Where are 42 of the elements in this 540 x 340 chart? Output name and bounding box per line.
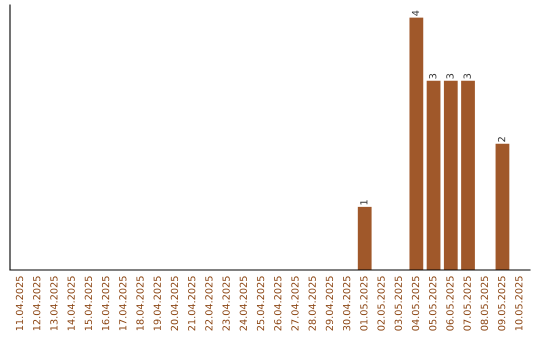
bar	[409, 18, 424, 270]
x-tick-label: 15.04.2025	[84, 276, 92, 330]
x-tick-label: 17.04.2025	[119, 276, 126, 330]
x-tick-label: 27.04.2025	[291, 276, 299, 331]
x-tick-label: 02.05.2025	[377, 276, 385, 331]
x-tick-label: 07.05.2025	[463, 276, 471, 331]
data-label: 3	[463, 74, 471, 79]
data-label: 3	[446, 74, 454, 79]
x-tick-label: 13.04.2025	[50, 276, 58, 330]
bar	[426, 80, 440, 270]
x-tick-label: 09.05.2025	[498, 276, 506, 331]
x-tick-label: 26.04.2025	[274, 276, 282, 331]
data-label: 1	[360, 200, 368, 204]
x-tick-label: 22.04.2025	[205, 276, 213, 331]
x-tick-label: 11.04.2025	[16, 276, 24, 330]
x-tick-label: 01.05.2025	[360, 276, 368, 331]
x-tick-label: 23.04.2025	[222, 276, 230, 331]
data-label: 3	[429, 74, 436, 79]
x-tick-label: 06.05.2025	[446, 276, 454, 331]
x-tick-label: 24.04.2025	[240, 276, 247, 331]
x-tick-label: 29.04.2025	[326, 276, 334, 331]
x-tick-label: 28.04.2025	[308, 276, 316, 331]
x-tick-label: 08.05.2025	[480, 276, 488, 331]
bar	[444, 80, 458, 270]
x-tick-label: 18.04.2025	[136, 276, 144, 330]
x-tick-label: 21.04.2025	[188, 276, 196, 331]
x-tick-label: 14.04.2025	[67, 276, 75, 330]
data-label: 4	[412, 10, 420, 16]
x-tick-label: 03.05.2025	[394, 276, 402, 331]
x-tick-label: 04.05.2025	[412, 276, 420, 331]
bar	[496, 144, 510, 270]
x-tick-label: 16.04.2025	[102, 276, 110, 330]
bar	[358, 206, 372, 270]
x-tick-label: 20.04.2025	[170, 276, 178, 331]
bar	[461, 80, 475, 270]
x-tick-label: 10.05.2025	[515, 276, 522, 330]
x-tick-label: 25.04.2025	[256, 276, 264, 331]
x-tick-label: 30.04.2025	[342, 276, 350, 330]
data-label: 2	[498, 137, 506, 142]
x-tick-label: 05.05.2025	[429, 276, 436, 331]
x-tick-label: 19.04.2025	[154, 276, 161, 330]
x-tick-label: 12.04.2025	[33, 276, 40, 330]
